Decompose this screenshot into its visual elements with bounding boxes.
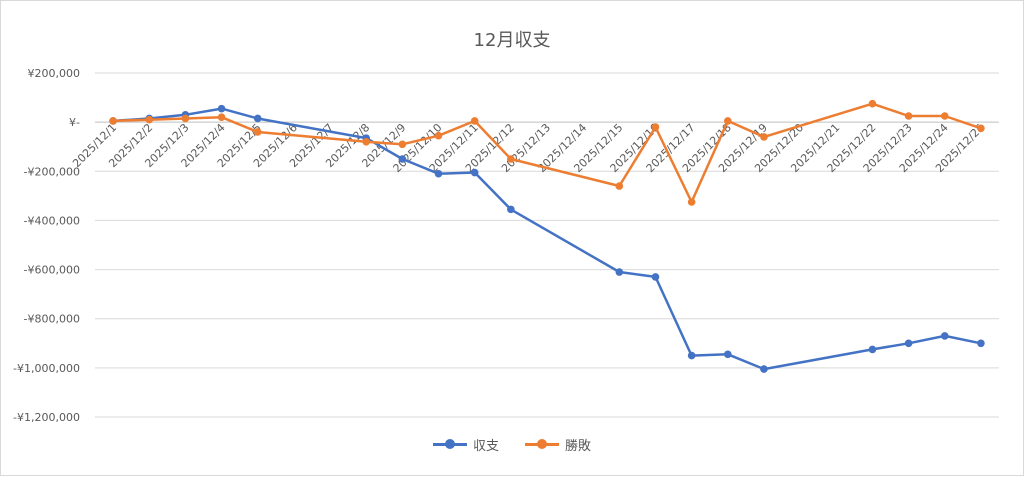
data-point-series-1 [940,112,949,120]
legend-swatch-series-0 [432,439,467,449]
data-point-series-0 [398,155,407,163]
data-point-series-0 [470,168,479,177]
chart-title: 12月収支 [474,30,551,51]
data-point-series-1 [760,133,768,141]
y-tick-label: ¥200,000 [28,67,81,80]
y-tick-label: -¥600,000 [24,264,80,277]
data-point-series-0 [651,273,660,281]
data-point-series-1 [615,182,624,190]
data-point-series-1 [977,124,985,133]
data-point-series-1 [434,131,443,140]
data-point-series-0 [977,339,985,348]
legend-label-series-1: 勝敗 [565,438,592,454]
data-point-series-1 [398,140,407,149]
data-point-series-0 [217,104,226,113]
legend-item-series-0: 収支 [432,435,499,454]
data-point-series-1 [145,115,154,124]
data-point-series-0 [724,350,732,359]
series-layer [109,99,985,373]
y-tick-label: -¥200,000 [24,165,80,178]
y-tick-label: -¥400,000 [24,214,80,227]
data-point-series-1 [868,99,877,108]
data-point-series-1 [724,117,732,125]
legend-label-series-0: 収支 [472,438,499,454]
data-point-series-0 [507,205,515,214]
data-point-series-0 [940,332,949,340]
data-point-series-1 [507,155,515,163]
y-tick-label: -¥1,200,000 [13,411,80,424]
data-point-series-1 [362,138,371,146]
y-tick-label: -¥800,000 [24,313,80,326]
data-point-series-1 [109,117,117,125]
data-point-series-1 [651,123,660,131]
legend-item-series-1: 勝敗 [525,435,591,454]
data-point-series-0 [687,351,696,360]
data-point-series-0 [868,345,877,354]
data-point-series-1 [181,114,190,123]
data-point-series-0 [760,365,768,373]
legend-swatch-series-1 [525,439,559,449]
gridlines [95,72,999,418]
data-point-series-0 [904,339,913,348]
legend: 収支 勝敗 [1,433,1023,455]
data-point-series-1 [217,113,226,122]
data-point-series-0 [615,268,624,276]
data-point-series-1 [253,128,262,136]
data-point-series-0 [434,169,443,178]
data-point-series-1 [470,117,479,125]
y-tick-label: -¥1,000,000 [13,362,80,375]
y-axis-labels: ¥200,000 ¥- -¥200,000 -¥400,000 -¥600,000 -¥8… [13,67,80,424]
data-point-series-1 [904,112,913,120]
data-point-series-1 [687,198,696,206]
y-tick-label: ¥- [69,116,80,129]
x-axis-labels: 2025/12/12025/12/22025/12/32025/12/42025… [70,121,987,175]
data-point-series-0 [253,114,262,123]
